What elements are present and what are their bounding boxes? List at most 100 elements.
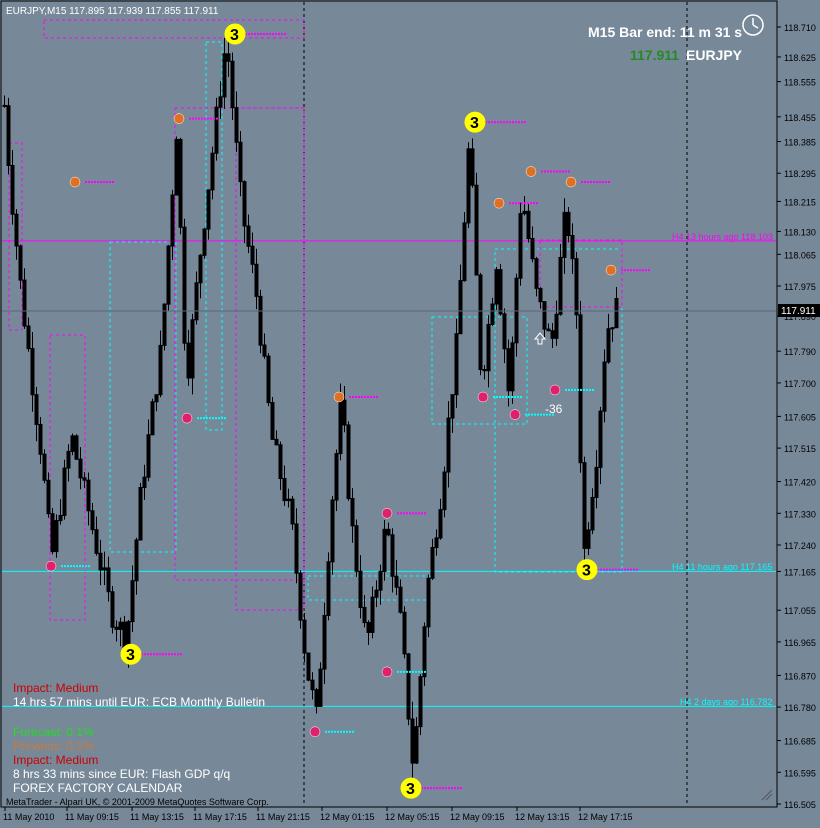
price-tick-label: 116.595 xyxy=(784,768,816,778)
candle-body xyxy=(594,466,599,498)
candle-body xyxy=(398,586,403,613)
marker-dot xyxy=(583,388,585,391)
candle-body xyxy=(454,333,459,396)
marker-dot xyxy=(174,653,176,656)
marker-dot xyxy=(648,269,650,272)
marker-dot xyxy=(171,653,173,656)
candle-body xyxy=(550,330,555,339)
marker-dot xyxy=(415,670,417,673)
marker-dot xyxy=(272,33,274,36)
bar-end-label: M15 Bar end: 11 m 31 s xyxy=(588,24,742,40)
resize-grip-icon[interactable] xyxy=(761,789,773,801)
candle-body xyxy=(186,342,191,379)
candle-body xyxy=(170,194,175,247)
candle-body xyxy=(258,295,263,346)
marker-dot xyxy=(421,670,423,673)
candle-body xyxy=(138,487,143,541)
price-tick-label: 116.685 xyxy=(784,737,816,747)
marker-dot xyxy=(103,181,105,184)
marker-dot xyxy=(630,568,632,571)
marker-dot xyxy=(505,396,507,398)
candle-body xyxy=(74,435,79,460)
marker-dot xyxy=(254,33,256,36)
marker-dot xyxy=(439,787,441,790)
candle-body xyxy=(574,258,579,316)
marker-dot xyxy=(609,568,611,571)
candle-body xyxy=(578,314,583,464)
candle-body xyxy=(502,313,507,350)
price-tick-label: 117.420 xyxy=(784,478,816,488)
marker-dot xyxy=(531,413,533,416)
marker-dot xyxy=(488,121,490,124)
marker-dot xyxy=(512,121,514,124)
range-box xyxy=(49,334,86,621)
swing-marker xyxy=(181,412,193,424)
price-tick-label: 118.065 xyxy=(784,250,816,260)
marker-dot xyxy=(627,269,629,272)
marker-dot xyxy=(606,568,608,571)
marker-dot xyxy=(565,170,567,173)
range-box xyxy=(494,248,623,573)
time-tick-label: 11 May 21:15 xyxy=(256,812,310,822)
news-impact-2: Impact: Medium xyxy=(13,753,98,767)
marker-dot xyxy=(412,670,414,673)
marker-dot xyxy=(109,181,111,184)
price-tick-label: 118.455 xyxy=(784,113,816,123)
marker-dot xyxy=(524,202,526,205)
marker-dot xyxy=(553,170,555,173)
news-event-1: 14 hrs 57 mins until EUR: ECB Monthly Bu… xyxy=(13,695,265,709)
marker-dot xyxy=(589,388,591,391)
marker-dot xyxy=(549,413,551,416)
marker-dot xyxy=(636,568,638,571)
marker-dot xyxy=(61,565,63,568)
candle-body xyxy=(482,369,487,372)
candle-body xyxy=(566,211,571,237)
marker-dot xyxy=(499,396,501,398)
marker-dot xyxy=(340,730,342,733)
marker-dot xyxy=(599,181,601,184)
candle-body xyxy=(306,652,311,681)
marker-dot xyxy=(352,730,354,733)
level-label-h4-13h: H4 13 hours ago 118.103 xyxy=(672,232,773,242)
candle-body xyxy=(338,399,343,455)
marker-dot xyxy=(266,33,268,36)
candle-body xyxy=(90,510,95,531)
candle-body xyxy=(30,348,35,396)
candle-body xyxy=(194,282,199,321)
marker-dot xyxy=(442,787,444,790)
candle-body xyxy=(2,104,7,107)
marker-dot xyxy=(630,269,632,272)
marker-dot xyxy=(215,417,217,420)
candle-body xyxy=(406,653,411,720)
price-tick-label: 117.700 xyxy=(784,379,816,389)
marker-dot xyxy=(352,396,354,398)
marker-dot xyxy=(517,396,519,398)
candle-body xyxy=(318,668,323,707)
swing-marker xyxy=(45,560,57,572)
candle-body xyxy=(302,619,307,654)
price-tick-label: 117.975 xyxy=(784,282,816,292)
news-previous: Previous: 0.1% xyxy=(13,739,94,753)
candle-body xyxy=(418,676,423,728)
price-tick-label: 118.215 xyxy=(784,197,816,207)
marker-dot xyxy=(400,670,402,673)
marker-dot xyxy=(397,512,399,515)
marker-dot xyxy=(364,396,366,398)
range-boxes xyxy=(8,19,623,621)
candle-body xyxy=(570,235,575,260)
marker-dot xyxy=(67,565,69,568)
marker-dot xyxy=(159,653,161,656)
marker-dot xyxy=(200,417,202,420)
candle-body xyxy=(526,210,531,240)
marker-dot xyxy=(165,653,167,656)
marker-dot xyxy=(574,388,576,391)
candle-body xyxy=(202,228,207,256)
candle-body xyxy=(54,520,59,553)
price-axis: 118.710 118.625 118.555 118.455 118.385 118.2… xyxy=(777,23,816,810)
candle-body xyxy=(554,313,559,339)
marker-dot xyxy=(373,396,375,398)
candle-body xyxy=(154,394,159,403)
candle-body xyxy=(62,467,67,516)
